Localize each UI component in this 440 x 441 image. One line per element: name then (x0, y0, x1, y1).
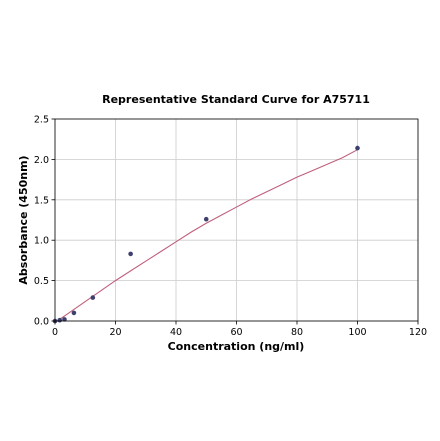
x-tick-label: 80 (291, 327, 303, 338)
y-axis-label: Absorbance (450nm) (17, 155, 30, 284)
data-point (62, 317, 67, 322)
y-tick-label: 2.0 (34, 155, 49, 166)
grid-lines (54, 118, 419, 322)
y-axis-ticks: 0.0 0.5 1.0 1.5 2.0 2.5 (34, 115, 55, 328)
data-point (71, 310, 77, 316)
data-point (90, 295, 96, 300)
fit-curve-layer (54, 149, 358, 324)
fit-curve (54, 149, 358, 324)
x-tick-label: 100 (348, 327, 366, 338)
data-point (57, 317, 63, 323)
data-point (128, 251, 133, 257)
y-tick-label: 0.0 (34, 317, 49, 328)
x-tick-label: 40 (170, 327, 182, 338)
x-tick-label: 60 (230, 327, 242, 338)
y-tick-label: 1.5 (34, 195, 49, 206)
x-tick-label: 120 (409, 327, 427, 338)
data-points (52, 145, 360, 324)
chart-title: Representative Standard Curve for A75711 (102, 93, 370, 106)
x-axis-label: Concentration (ng/ml) (168, 340, 305, 353)
y-tick-label: 1.0 (34, 236, 49, 247)
data-point (203, 216, 209, 222)
x-axis-ticks: 0 20 40 60 80 100 120 (52, 321, 427, 338)
y-tick-label: 0.5 (34, 276, 49, 287)
x-tick-label: 20 (109, 327, 121, 338)
x-tick-label: 0 (52, 327, 58, 338)
y-tick-label: 2.5 (34, 115, 49, 126)
data-point (355, 145, 360, 151)
